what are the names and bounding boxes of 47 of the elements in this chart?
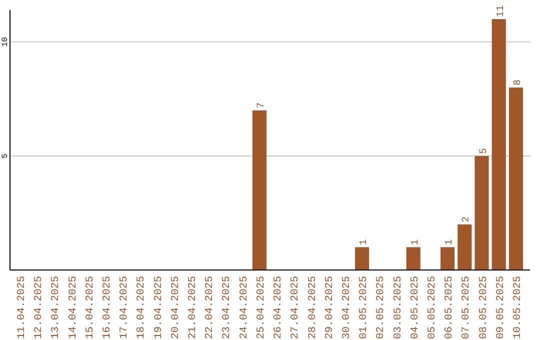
x-tick-label: 23.04.2025 — [221, 276, 234, 340]
x-tick-label: 22.04.2025 — [204, 276, 216, 340]
x-tick-label: 10.05.2025 — [512, 276, 524, 340]
data-label: 5 — [478, 148, 490, 154]
x-tick-label: 18.04.2025 — [136, 276, 148, 340]
bar — [474, 156, 489, 270]
data-label: 8 — [512, 80, 524, 86]
bar — [440, 247, 455, 270]
x-tick-label: 06.05.2025 — [444, 276, 456, 340]
x-tick-label: 01.05.2025 — [358, 276, 370, 340]
x-tick-label: 05.05.2025 — [426, 276, 438, 340]
data-label: 1 — [410, 239, 422, 246]
x-tick-label: 04.05.2025 — [409, 276, 422, 340]
x-tick-label: 26.04.2025 — [272, 276, 285, 340]
x-tick-label: 19.04.2025 — [152, 276, 165, 340]
x-tick-label: 25.04.2025 — [255, 276, 268, 340]
data-label: 1 — [359, 239, 370, 246]
x-tick-label: 28.04.2025 — [306, 276, 319, 340]
x-tick-label: 17.04.2025 — [118, 276, 131, 340]
x-tick-label: 14.04.2025 — [67, 276, 80, 340]
data-label: 2 — [462, 216, 473, 222]
data-label: 7 — [256, 102, 268, 108]
x-tick-label: 07.05.2025 — [460, 276, 473, 340]
bar — [355, 247, 370, 270]
bar — [508, 88, 523, 270]
x-tick-label: 27.04.2025 — [290, 276, 302, 340]
x-tick-label: 16.04.2025 — [102, 276, 114, 340]
x-tick-label: 20.04.2025 — [170, 276, 182, 340]
x-tick-label: 21.04.2025 — [187, 276, 200, 340]
bar — [458, 224, 472, 270]
x-tick-label: 15.04.2025 — [84, 276, 96, 340]
data-label: 11 — [496, 5, 507, 18]
x-tick-label: 11.04.2025 — [16, 276, 28, 340]
bar — [252, 110, 266, 270]
data-label: 1 — [444, 239, 456, 246]
bar — [406, 247, 420, 270]
bar — [492, 19, 506, 270]
x-tick-label: 08.05.2025 — [478, 276, 490, 340]
y-tick-label: 10 — [1, 36, 10, 47]
x-tick-label: 12.04.2025 — [33, 276, 46, 340]
x-tick-label: 30.04.2025 — [340, 276, 353, 340]
x-tick-label: 03.05.2025 — [392, 276, 404, 340]
x-tick-label: 24.04.2025 — [238, 276, 250, 340]
x-tick-label: 13.04.2025 — [50, 276, 62, 340]
x-tick-label: 02.05.2025 — [375, 276, 388, 340]
x-tick-label: 09.05.2025 — [494, 276, 507, 340]
x-tick-label: 29.04.2025 — [324, 276, 336, 340]
